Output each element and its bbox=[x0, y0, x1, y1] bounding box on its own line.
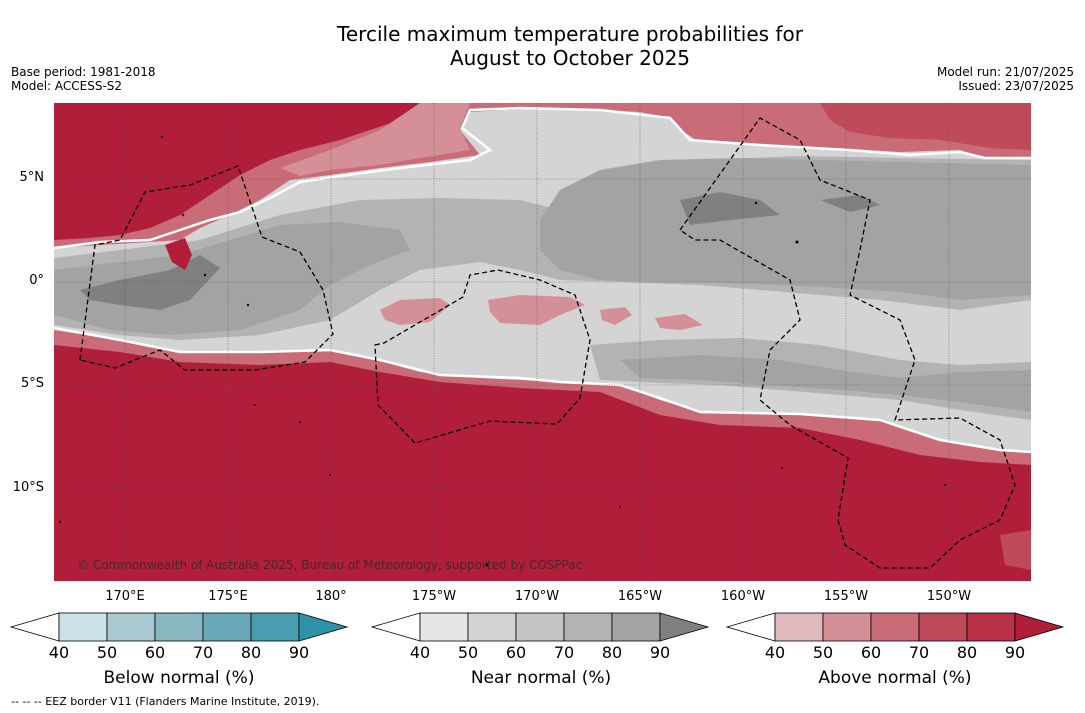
lon-label-180: 180° bbox=[315, 589, 347, 604]
lat-label-5n: 5°N bbox=[19, 170, 45, 185]
west-above-hotspot bbox=[165, 238, 192, 270]
eez-borders bbox=[79, 117, 1016, 569]
lat-label-0: 0° bbox=[29, 273, 44, 288]
lon-label-170w: 170°W bbox=[514, 589, 560, 604]
south-east-weaker-patch bbox=[1000, 530, 1031, 570]
above-normal-label: Above normal (%) bbox=[818, 668, 972, 688]
colorbar-segment bbox=[918, 612, 968, 642]
model-run: Model run: 21/07/2025 bbox=[936, 65, 1074, 79]
lon-label-155w: 155°W bbox=[823, 589, 869, 604]
colorbar-segment bbox=[202, 612, 252, 642]
lon-label-175w: 175°W bbox=[411, 589, 457, 604]
equatorial-above-patch-3 bbox=[600, 307, 632, 325]
below-tick-70: 70 bbox=[192, 643, 214, 662]
north-mid-above-region bbox=[280, 103, 470, 176]
above-tick-40: 40 bbox=[764, 643, 786, 662]
near-normal-strongest-east-2 bbox=[820, 195, 880, 212]
lon-label-165w: 165°W bbox=[617, 589, 663, 604]
issued-date: Issued: 23/07/2025 bbox=[958, 79, 1074, 93]
colorbar-segment bbox=[154, 612, 204, 642]
base-period: Base period: 1981-2018 bbox=[11, 65, 156, 79]
left-metadata: Base period: 1981-2018 Model: ACCESS-S2 bbox=[11, 65, 156, 93]
near-tick-50: 50 bbox=[457, 643, 479, 662]
near-tick-60: 60 bbox=[505, 643, 527, 662]
copyright-notice: © Commonwealth of Australia 2025, Bureau… bbox=[77, 558, 583, 572]
colorbar-segment bbox=[515, 612, 565, 642]
title-line-2: August to October 2025 bbox=[449, 46, 691, 70]
below-tick-90: 90 bbox=[288, 643, 310, 662]
eez-footnote: -- -- -- EEZ border V11 (Flanders Marine… bbox=[11, 695, 320, 708]
below-tick-40: 40 bbox=[48, 643, 70, 662]
near-normal-label: Near normal (%) bbox=[470, 668, 612, 688]
near-normal-south-core bbox=[620, 355, 1031, 412]
above-tick-80: 80 bbox=[956, 643, 978, 662]
lat-label-5s: 5°S bbox=[20, 376, 44, 391]
south-strong-above-region bbox=[54, 345, 1031, 581]
lon-label-150w: 150°W bbox=[926, 589, 972, 604]
colorbar-segment bbox=[563, 612, 613, 642]
near-normal-strongest-east bbox=[680, 192, 780, 225]
near-tick-90: 90 bbox=[649, 643, 671, 662]
colorbar-segment bbox=[58, 612, 108, 642]
title-line-1: Tercile maximum temperature probabilitie… bbox=[337, 22, 803, 46]
colorbar-segment bbox=[106, 612, 156, 642]
above-tick-50: 50 bbox=[812, 643, 834, 662]
colorbar-near-normal bbox=[370, 612, 710, 642]
right-metadata: Model run: 21/07/2025 Issued: 23/07/2025 bbox=[937, 65, 1074, 93]
colorbar-segment bbox=[966, 612, 1016, 642]
below-tick-60: 60 bbox=[144, 643, 166, 662]
above-tick-60: 60 bbox=[860, 643, 882, 662]
colorbar-segment bbox=[250, 612, 300, 642]
lon-label-160w: 160°W bbox=[720, 589, 766, 604]
colorbar-segment bbox=[467, 612, 517, 642]
below-normal-label: Below normal (%) bbox=[103, 668, 255, 688]
above-tick-90: 90 bbox=[1004, 643, 1026, 662]
north-strong-above-region bbox=[54, 103, 420, 240]
near-tick-40: 40 bbox=[409, 643, 431, 662]
below-tick-80: 80 bbox=[240, 643, 262, 662]
colorbar-low-extend bbox=[370, 612, 421, 642]
model-name: Model: ACCESS-S2 bbox=[11, 79, 123, 93]
equatorial-above-patch-2 bbox=[488, 295, 585, 325]
above-tick-70: 70 bbox=[908, 643, 930, 662]
colorbar-below-normal bbox=[9, 612, 349, 642]
colorbar-above-normal bbox=[725, 612, 1065, 642]
equatorial-above-patch-1 bbox=[380, 298, 450, 325]
equatorial-above-patch-4 bbox=[655, 314, 703, 330]
lon-label-175e: 175°E bbox=[208, 589, 248, 604]
colorbar-segment bbox=[419, 612, 469, 642]
colorbar-segment bbox=[774, 612, 824, 642]
south-contour bbox=[54, 326, 1031, 454]
lat-label-10s: 10°S bbox=[12, 480, 44, 495]
colorbar-low-extend bbox=[725, 612, 776, 642]
colorbar-high-extend bbox=[298, 612, 349, 642]
near-tick-80: 80 bbox=[601, 643, 623, 662]
near-normal-east-core bbox=[540, 158, 1031, 300]
colorbar-high-extend bbox=[659, 612, 710, 642]
colorbar-segment bbox=[870, 612, 920, 642]
graticule bbox=[54, 103, 1031, 581]
colorbar-segment bbox=[822, 612, 872, 642]
north-contour bbox=[54, 106, 1031, 250]
map-title: Tercile maximum temperature probabilitie… bbox=[0, 22, 1085, 70]
colorbar-high-extend bbox=[1014, 612, 1065, 642]
lon-label-170e: 170°E bbox=[105, 589, 145, 604]
north-east-above-region bbox=[820, 103, 1031, 150]
island-dots bbox=[58, 135, 946, 567]
colorbar-segment bbox=[611, 612, 661, 642]
below-tick-50: 50 bbox=[96, 643, 118, 662]
near-tick-70: 70 bbox=[553, 643, 575, 662]
colorbar-low-extend bbox=[9, 612, 60, 642]
